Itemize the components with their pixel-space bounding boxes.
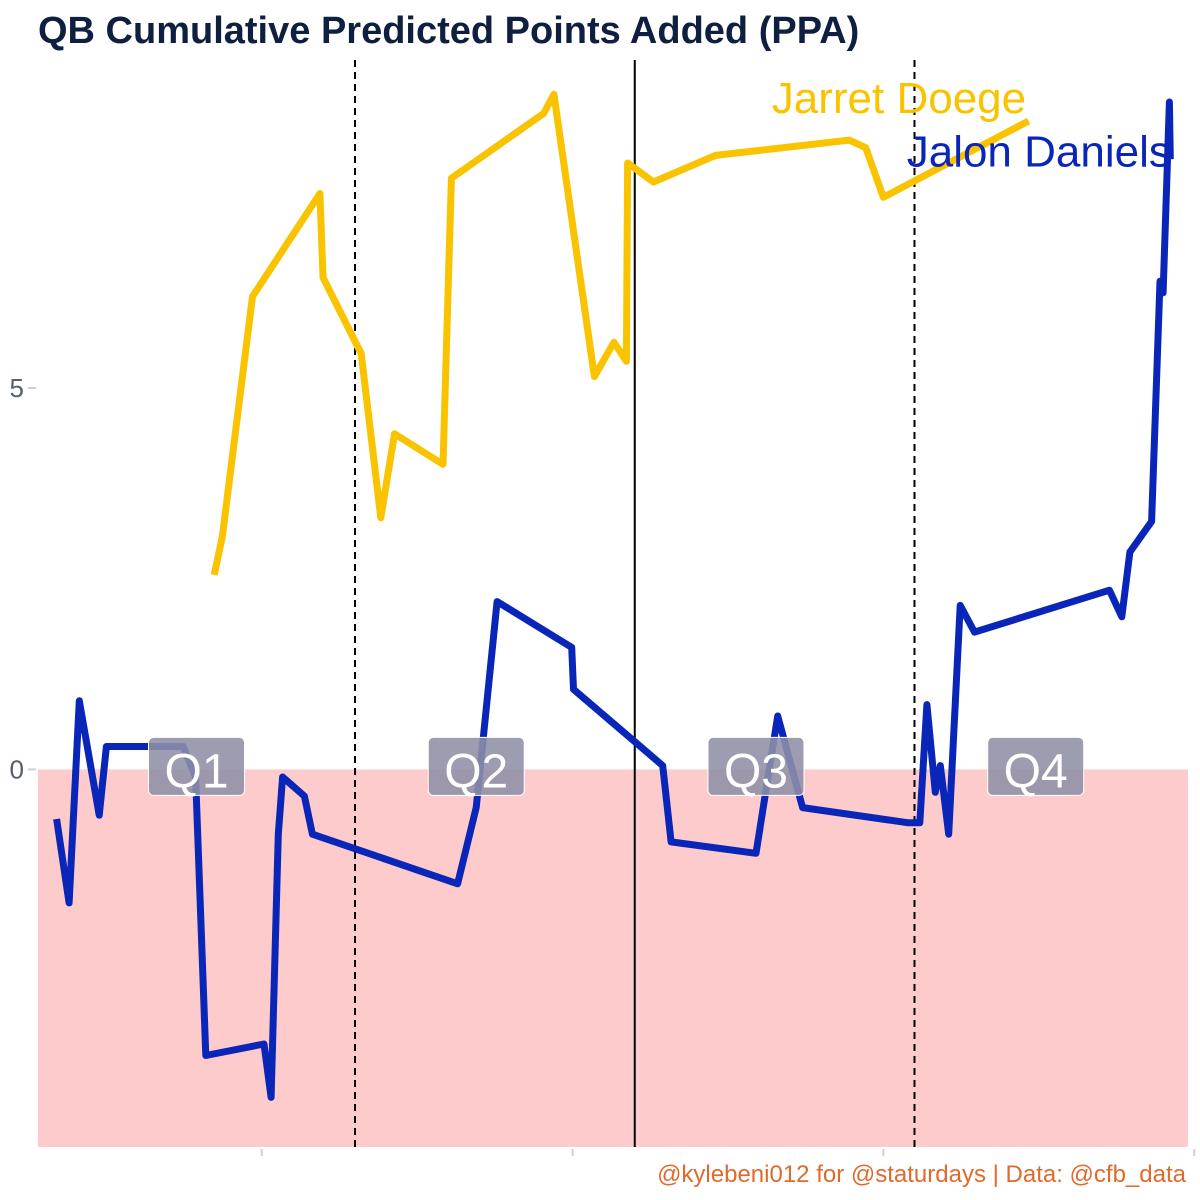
- chart-caption: @kylebeni012 for @staturdays | Data: @cf…: [657, 1161, 1186, 1188]
- y-tick-label-5: 5: [10, 373, 24, 403]
- series-line-jarret-doege: [210, 90, 1031, 576]
- quarter-label-q2: Q2: [444, 745, 508, 798]
- quarter-label-q3: Q3: [724, 745, 788, 798]
- quarter-label-q1: Q1: [164, 745, 228, 798]
- axis-layer: 05: [10, 373, 1196, 1156]
- quarter-box-q2: [427, 736, 525, 796]
- quarter-box-q4: [987, 736, 1085, 796]
- chart-title: QB Cumulative Predicted Points Added (PP…: [38, 10, 860, 52]
- series-label-jarret-doege: Jarret Doege: [772, 74, 1026, 123]
- series-label-layer: Jarret Doege Jalon Daniels: [772, 74, 1171, 176]
- quarter-box-q3: [707, 736, 805, 796]
- negative-region-layer: [38, 769, 1188, 1147]
- series-label-jalon-daniels: Jalon Daniels: [907, 128, 1171, 177]
- quarter-label-q4: Q4: [1004, 745, 1068, 798]
- quarter-label-layer: Q1 Q2 Q3 Q4: [148, 736, 1085, 798]
- series-line-jalon-daniels: [53, 98, 1174, 1101]
- series-line-layer: [53, 90, 1174, 1101]
- y-tick-label-0: 0: [10, 754, 24, 784]
- quarter-divider-layer: [354, 60, 916, 1147]
- quarter-box-q1: [148, 736, 246, 796]
- negative-ppa-band: [38, 769, 1188, 1147]
